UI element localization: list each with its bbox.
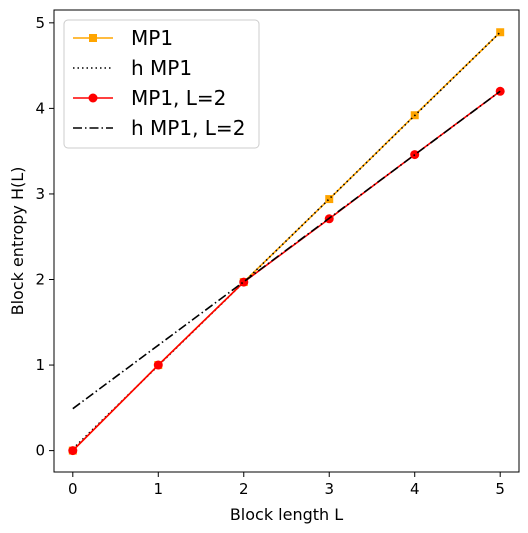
legend-label: MP1, L=2 <box>131 86 226 110</box>
series-line-h-mp1-l-2 <box>72 90 501 410</box>
y-tick-label: 4 <box>35 99 45 117</box>
y-tick-label: 5 <box>35 14 45 32</box>
legend-item-mp1-l-2: MP1, L=2 <box>73 86 226 110</box>
legend-label: h MP1 <box>131 56 192 80</box>
legend-item-h-mp1: h MP1 <box>73 56 192 80</box>
x-tick-label: 4 <box>410 480 420 498</box>
data-point-mp1-l-2 <box>495 86 505 96</box>
y-tick-label: 3 <box>35 185 45 203</box>
x-tick-label: 5 <box>495 480 505 498</box>
data-point-mp1 <box>325 195 334 204</box>
y-tick-label: 1 <box>35 356 45 374</box>
legend-marker <box>88 93 98 103</box>
x-tick-label: 3 <box>324 480 334 498</box>
legend-marker <box>89 34 97 42</box>
plot-area <box>68 28 505 456</box>
legend-frame <box>63 19 260 149</box>
x-tick-label: 1 <box>154 480 164 498</box>
data-point-mp1 <box>496 28 505 37</box>
legend-item-mp1: MP1 <box>73 26 173 50</box>
y-axis-label: Block entropy H(L) <box>8 167 27 316</box>
axis-ticks: 0 1 2 3 4 5 0 1 2 3 4 5 <box>35 14 505 498</box>
series-h-mp1-l-2 <box>72 90 501 410</box>
x-axis-label: Block length L <box>230 505 343 524</box>
axes-frame <box>53 9 520 473</box>
y-tick-label: 2 <box>35 271 45 289</box>
x-tick-label: 0 <box>68 480 78 498</box>
data-point-mp1-l-2 <box>68 446 78 456</box>
x-tick-label: 2 <box>239 480 249 498</box>
data-point-mp1-l-2 <box>153 360 163 370</box>
legend: MP1 h MP1 MP1, L=2 h MP1, L=2 <box>63 19 260 149</box>
legend-item-h-mp1-l-2: h MP1, L=2 <box>73 116 245 140</box>
legend-label: MP1 <box>131 26 173 50</box>
legend-label: h MP1, L=2 <box>131 116 245 140</box>
y-tick-label: 0 <box>35 442 45 460</box>
